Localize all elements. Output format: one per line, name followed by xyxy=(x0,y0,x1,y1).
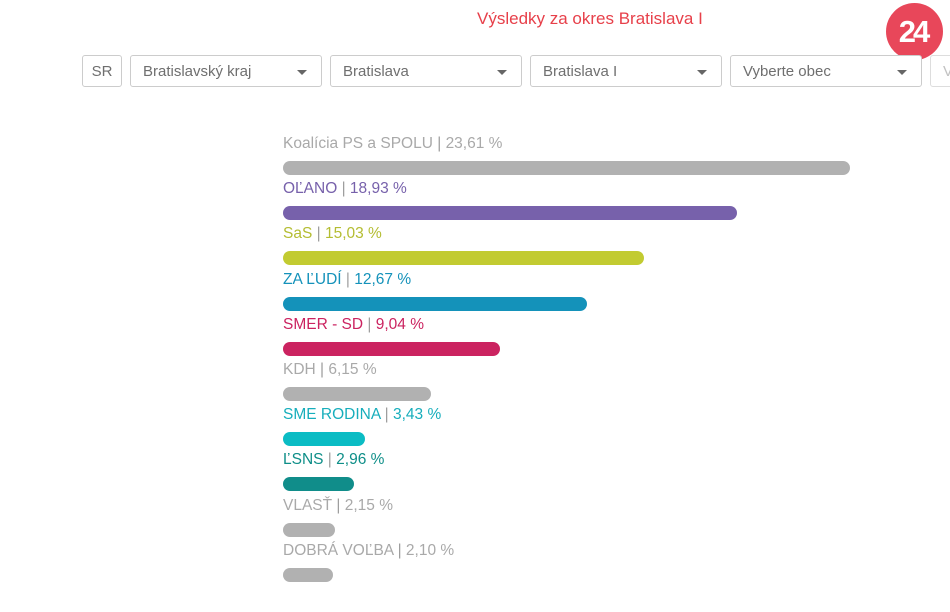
party-bar xyxy=(283,567,334,582)
chart-row: ZA ĽUDÍ | 12,67 % xyxy=(283,270,850,315)
bar-chart: Koalícia PS a SPOLU | 23,61 % OĽANO | 18… xyxy=(283,134,850,586)
label-separator: | xyxy=(312,225,325,243)
party-name: ĽSNS xyxy=(283,451,324,469)
label-separator: | xyxy=(380,406,393,424)
party-name: Koalícia PS a SPOLU xyxy=(283,135,433,152)
bar-label: ZA ĽUDÍ | 12,67 % xyxy=(283,270,850,290)
label-separator: | xyxy=(363,315,376,333)
chart-row: DOBRÁ VOĽBA | 2,10 % xyxy=(283,541,850,586)
party-bar xyxy=(283,161,850,175)
bar-label: SMER - SD | 9,04 % xyxy=(283,315,850,335)
party-bar xyxy=(283,432,366,447)
chart-row: VLASŤ | 2,15 % xyxy=(283,496,850,541)
chart-row: Koalícia PS a SPOLU | 23,61 % xyxy=(283,134,850,179)
party-bar xyxy=(283,296,588,311)
region-dropdown[interactable]: Bratislavský kraj xyxy=(130,55,322,87)
party-value: 2,96 % xyxy=(336,451,385,469)
region-dropdown-value: Bratislavský kraj xyxy=(143,62,252,80)
party-bar xyxy=(283,251,644,266)
tv24-logo: 24 xyxy=(886,3,943,60)
party-bar xyxy=(283,522,335,537)
extra-dropdown-value: Vyberte xyxy=(943,63,950,80)
municipality-dropdown[interactable]: Vyberte obec xyxy=(730,55,922,87)
chevron-down-icon xyxy=(897,70,907,75)
party-value: 2,10 % xyxy=(405,541,455,559)
party-name: OĽANO xyxy=(283,180,338,198)
party-value: 18,93 % xyxy=(349,180,407,198)
party-value: 6,15 % xyxy=(328,360,377,378)
party-name: SMER - SD xyxy=(283,315,364,333)
party-value: 3,43 % xyxy=(392,406,442,424)
bar-label: OĽANO | 18,93 % xyxy=(283,179,850,199)
municipality-dropdown-value: Vyberte obec xyxy=(743,62,831,80)
tv24-logo-text: 24 xyxy=(898,13,931,49)
party-bar xyxy=(283,341,500,356)
chevron-down-icon xyxy=(697,70,707,75)
chart-row: SaS | 15,03 % xyxy=(283,224,850,269)
sr-country-button[interactable]: SR xyxy=(82,55,122,87)
party-bar xyxy=(283,206,738,221)
bar-label: DOBRÁ VOĽBA | 2,10 % xyxy=(283,541,850,561)
party-name: SaS xyxy=(283,225,313,243)
bar-label: ĽSNS | 2,96 % xyxy=(283,450,850,470)
page-title: Výsledky za okres Bratislava I xyxy=(477,9,703,28)
label-separator: | xyxy=(393,541,406,559)
bar-label: SaS | 15,03 % xyxy=(283,224,850,244)
party-name: KDH xyxy=(283,360,316,378)
party-value: 2,15 % xyxy=(344,496,394,514)
party-value: 15,03 % xyxy=(324,225,382,243)
chevron-down-icon xyxy=(297,70,307,75)
chart-row: OĽANO | 18,93 % xyxy=(283,179,850,224)
extra-dropdown-disabled: Vyberte xyxy=(930,55,950,87)
party-value: 12,67 % xyxy=(354,270,412,288)
chart-row: ĽSNS | 2,96 % xyxy=(283,450,850,495)
district-dropdown-value: Bratislava I xyxy=(543,62,618,80)
district-dropdown[interactable]: Bratislava I xyxy=(530,55,722,87)
bar-label: SME RODINA | 3,43 % xyxy=(283,405,850,425)
bar-label: KDH | 6,15 % xyxy=(283,360,850,380)
label-separator: | xyxy=(323,451,337,469)
party-value: 9,04 % xyxy=(375,315,424,333)
label-separator: | xyxy=(341,270,355,288)
bar-label: VLASŤ | 2,15 % xyxy=(283,496,850,516)
label-separator: | xyxy=(337,180,350,198)
city-dropdown-value: Bratislava xyxy=(343,62,409,80)
party-bar xyxy=(283,386,431,401)
label-separator: | xyxy=(332,496,345,514)
bar-label: Koalícia PS a SPOLU | 23,61 % xyxy=(283,134,850,154)
party-name: DOBRÁ VOĽBA xyxy=(283,541,394,559)
label-separator: | xyxy=(315,360,329,378)
chart-row: SMER - SD | 9,04 % xyxy=(283,315,850,360)
party-name: SME RODINA xyxy=(283,406,381,424)
party-name: VLASŤ xyxy=(283,496,333,514)
filter-bar: SR Bratislavský kraj Bratislava Bratisla… xyxy=(82,55,950,87)
city-dropdown[interactable]: Bratislava xyxy=(330,55,522,87)
chevron-down-icon xyxy=(497,70,507,75)
party-bar xyxy=(283,477,355,492)
party-name: ZA ĽUDÍ xyxy=(283,270,342,288)
party-value: 23,61 % xyxy=(445,135,503,152)
label-separator: | xyxy=(432,135,446,152)
chart-row: KDH | 6,15 % xyxy=(283,360,850,405)
chart-row: SME RODINA | 3,43 % xyxy=(283,405,850,450)
